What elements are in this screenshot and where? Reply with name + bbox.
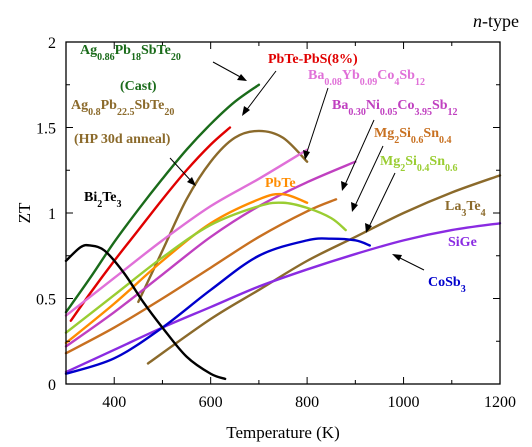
x-tick-label: 1000 [388, 394, 420, 411]
label-ag08-anneal: (HP 30d anneal) [74, 132, 171, 147]
arrowhead-ba-ni [341, 181, 348, 191]
label-cosb3: CoSb3 [428, 275, 466, 295]
n-type-annotation: n-type [473, 11, 519, 31]
arrowhead-ag086 [237, 74, 247, 81]
series-line-pbte-pbs-8 [69, 126, 232, 322]
arrowhead-mg2si04 [365, 223, 372, 233]
arrow-ag08 [169, 157, 194, 184]
series-line-mg2si0-6sn0-4 [64, 198, 338, 355]
series-line-mg2si0-4sn0-6 [64, 201, 347, 334]
y-tick-label: 1.5 [36, 121, 56, 138]
label-mg2si06sn04: Mg2Si0.6Sn0.4 [374, 126, 451, 146]
y-axis: 0 0.5 1 1.5 2 [36, 35, 500, 394]
arrowhead-mg2si06 [351, 202, 358, 212]
x-tick-label: 800 [295, 394, 319, 411]
arrow-pbte-pbs [244, 70, 277, 113]
label-pbte-pbs: PbTe-PbS(8%) [268, 52, 358, 67]
y-tick-label: 0.5 [36, 292, 56, 309]
label-ba-ni-co-sb: Ba0.30Ni0.05Co3.95Sb12 [332, 98, 458, 118]
series-line-bi2te3 [64, 243, 227, 381]
series-line-ag0-86pb18sbte20-cast [64, 83, 261, 314]
arrowhead-ag08 [187, 177, 196, 186]
arrow-mg2si04 [367, 172, 396, 230]
arrowhead-pbte-pbs [242, 106, 250, 116]
y-axis-title: ZT [15, 202, 34, 223]
label-sige: SiGe [448, 235, 477, 250]
label-pbte: PbTe [265, 176, 296, 191]
x-axis-title: Temperature (K) [226, 423, 340, 442]
series-line-ag0-8pb22-5sbte20-hp-30d-anneal [137, 129, 309, 304]
series-line-pbte [64, 192, 309, 345]
series-line-ba0-08yb0-09co4sb12 [64, 148, 309, 317]
label-ag086-cast: (Cast) [120, 79, 157, 94]
x-tick-label: 1200 [484, 394, 516, 411]
label-la3te4: La3Te4 [445, 199, 486, 219]
arrow-mg2si06 [353, 145, 384, 209]
label-bi2te3: Bi2Te3 [84, 190, 122, 210]
label-arrows [169, 61, 425, 271]
x-tick-label: 400 [102, 394, 126, 411]
y-tick-label: 1 [48, 206, 56, 223]
series-labels: Ag0.86Pb18SbTe20 (Cast) PbTe-PbS(8%) Ag0… [71, 43, 486, 295]
series-line-la3te4 [146, 174, 502, 365]
y-tick-label: 0 [48, 377, 56, 394]
label-mg2si04sn06: Mg2Si0.4Sn0.6 [380, 154, 457, 174]
label-ag08-pb225: Ag0.8Pb22.5SbTe20 [71, 98, 174, 118]
arrow-ag086 [212, 61, 245, 80]
x-tick-label: 600 [199, 394, 223, 411]
arrow-ba-yb [305, 87, 329, 156]
series-line-ba0-30ni0-05co3-95sb12 [64, 160, 357, 348]
plot-area [64, 83, 502, 381]
y-tick-label: 2 [48, 35, 56, 52]
series-line-sige [64, 222, 502, 374]
series-line-cosb3 [64, 237, 371, 375]
arrowhead-ba-yb [303, 150, 310, 160]
arrowhead-cosb3 [392, 254, 402, 261]
label-ag086-pb18: Ag0.86Pb18SbTe20 [80, 43, 181, 63]
x-axis: 400 600 800 1000 1200 [65, 42, 516, 411]
arrow-ba-ni [343, 119, 375, 188]
label-ba-yb-co-sb: Ba0.08Yb0.09Co4Sb12 [308, 68, 425, 88]
arrow-cosb3 [395, 255, 425, 271]
